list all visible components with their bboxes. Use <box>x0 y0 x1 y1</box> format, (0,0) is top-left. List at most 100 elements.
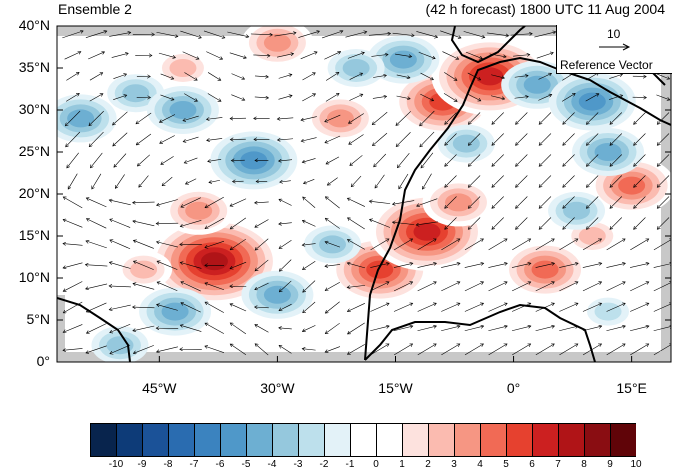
wind-vector <box>417 282 437 292</box>
wind-vector <box>421 152 434 168</box>
wind-vector <box>586 217 599 229</box>
wind-vector <box>322 31 343 39</box>
wind-vector <box>302 158 316 162</box>
wind-vector <box>133 325 155 331</box>
wind-vector <box>535 326 555 332</box>
wind-vector <box>348 218 365 230</box>
wind-vector <box>255 344 269 356</box>
wind-vector <box>634 154 646 166</box>
wind-vector <box>181 303 201 313</box>
wind-vector <box>370 344 389 356</box>
wind-vector <box>230 323 247 335</box>
wind-vector <box>113 95 127 100</box>
wind-vector <box>488 344 507 356</box>
wind-vector <box>86 283 108 289</box>
colorbar-swatch <box>272 423 299 457</box>
colorbar-label: -2 <box>319 459 329 470</box>
anomaly-contour <box>444 193 472 212</box>
wind-vector <box>208 159 222 161</box>
wind-vector <box>158 52 176 58</box>
wind-vector <box>92 173 102 189</box>
wind-vector <box>303 197 316 208</box>
wind-vector <box>345 32 366 38</box>
wind-vector <box>653 239 671 251</box>
wind-vector <box>393 282 413 292</box>
wind-vector <box>393 239 412 251</box>
anomaly-contour <box>263 285 291 304</box>
anomaly-contour <box>594 302 622 321</box>
wind-vector <box>606 282 626 292</box>
wind-vector <box>298 31 319 38</box>
wind-vector <box>86 241 107 249</box>
latitude-label: 20°N <box>18 185 50 201</box>
wind-vector <box>159 114 176 122</box>
reference-vector-legend: 10 Reference Vector <box>556 25 672 74</box>
colorbar-label: 7 <box>555 459 561 470</box>
wind-vector <box>535 239 554 251</box>
wind-vector <box>90 152 103 168</box>
wind-vector <box>441 303 460 312</box>
wind-vector <box>180 30 201 38</box>
colorbar-swatch <box>220 423 247 457</box>
wind-vector <box>513 55 530 57</box>
wind-vector <box>133 261 154 270</box>
colorbar-label: 0 <box>373 459 379 470</box>
wind-vector <box>582 282 602 292</box>
wind-vector <box>563 175 575 187</box>
wind-vector <box>302 94 315 102</box>
wind-vector <box>372 111 388 124</box>
wind-vector <box>370 282 389 292</box>
wind-vector <box>464 282 484 292</box>
wind-vector <box>516 196 528 208</box>
wind-vector <box>183 136 199 142</box>
wind-vector <box>180 325 202 332</box>
wind-vector <box>86 198 107 208</box>
wind-vector <box>63 219 83 228</box>
wind-vector <box>157 304 178 311</box>
wind-vector <box>630 239 648 251</box>
wind-vector <box>157 282 178 292</box>
colorbar-label: 1 <box>399 459 405 470</box>
wind-vector <box>492 133 504 145</box>
wind-vector <box>516 133 528 145</box>
wind-vector <box>302 220 316 227</box>
wind-vector <box>585 94 599 102</box>
wind-vector <box>254 97 269 98</box>
latitude-label: 25°N <box>18 143 50 159</box>
wind-vector <box>113 132 128 146</box>
wind-vector <box>609 95 623 100</box>
wind-vector <box>325 72 339 81</box>
anomaly-contour <box>169 101 197 119</box>
wind-vector <box>492 175 504 187</box>
wind-vector <box>63 348 83 350</box>
wind-vector <box>89 110 104 126</box>
wind-vector <box>445 196 457 208</box>
anomaly-contour <box>169 59 197 77</box>
wind-vector <box>347 344 365 354</box>
colorbar-label: -3 <box>293 459 303 470</box>
wind-vector <box>418 51 435 58</box>
longitude-label: 15°W <box>378 380 413 396</box>
wind-vector <box>538 94 551 101</box>
wind-vector <box>160 135 175 143</box>
wind-vector <box>182 51 199 59</box>
wind-vector <box>375 174 385 188</box>
wind-vector <box>209 179 221 182</box>
wind-vector <box>279 160 293 161</box>
wind-vector <box>561 93 575 102</box>
wind-vector <box>110 324 131 332</box>
wind-vector <box>444 72 457 80</box>
wind-vector <box>301 137 317 142</box>
wind-vector <box>207 72 221 80</box>
wind-vector <box>203 30 225 38</box>
wind-vector <box>325 281 340 290</box>
colorbar-swatch <box>506 423 533 457</box>
wind-vector <box>109 262 131 269</box>
wind-vector <box>183 115 199 121</box>
wind-vector <box>610 217 623 229</box>
wind-vector <box>535 344 554 356</box>
wind-vector <box>227 31 248 37</box>
wind-vector <box>606 303 626 312</box>
panel-title: Ensemble 2 <box>58 1 132 17</box>
wind-vector <box>586 175 599 187</box>
